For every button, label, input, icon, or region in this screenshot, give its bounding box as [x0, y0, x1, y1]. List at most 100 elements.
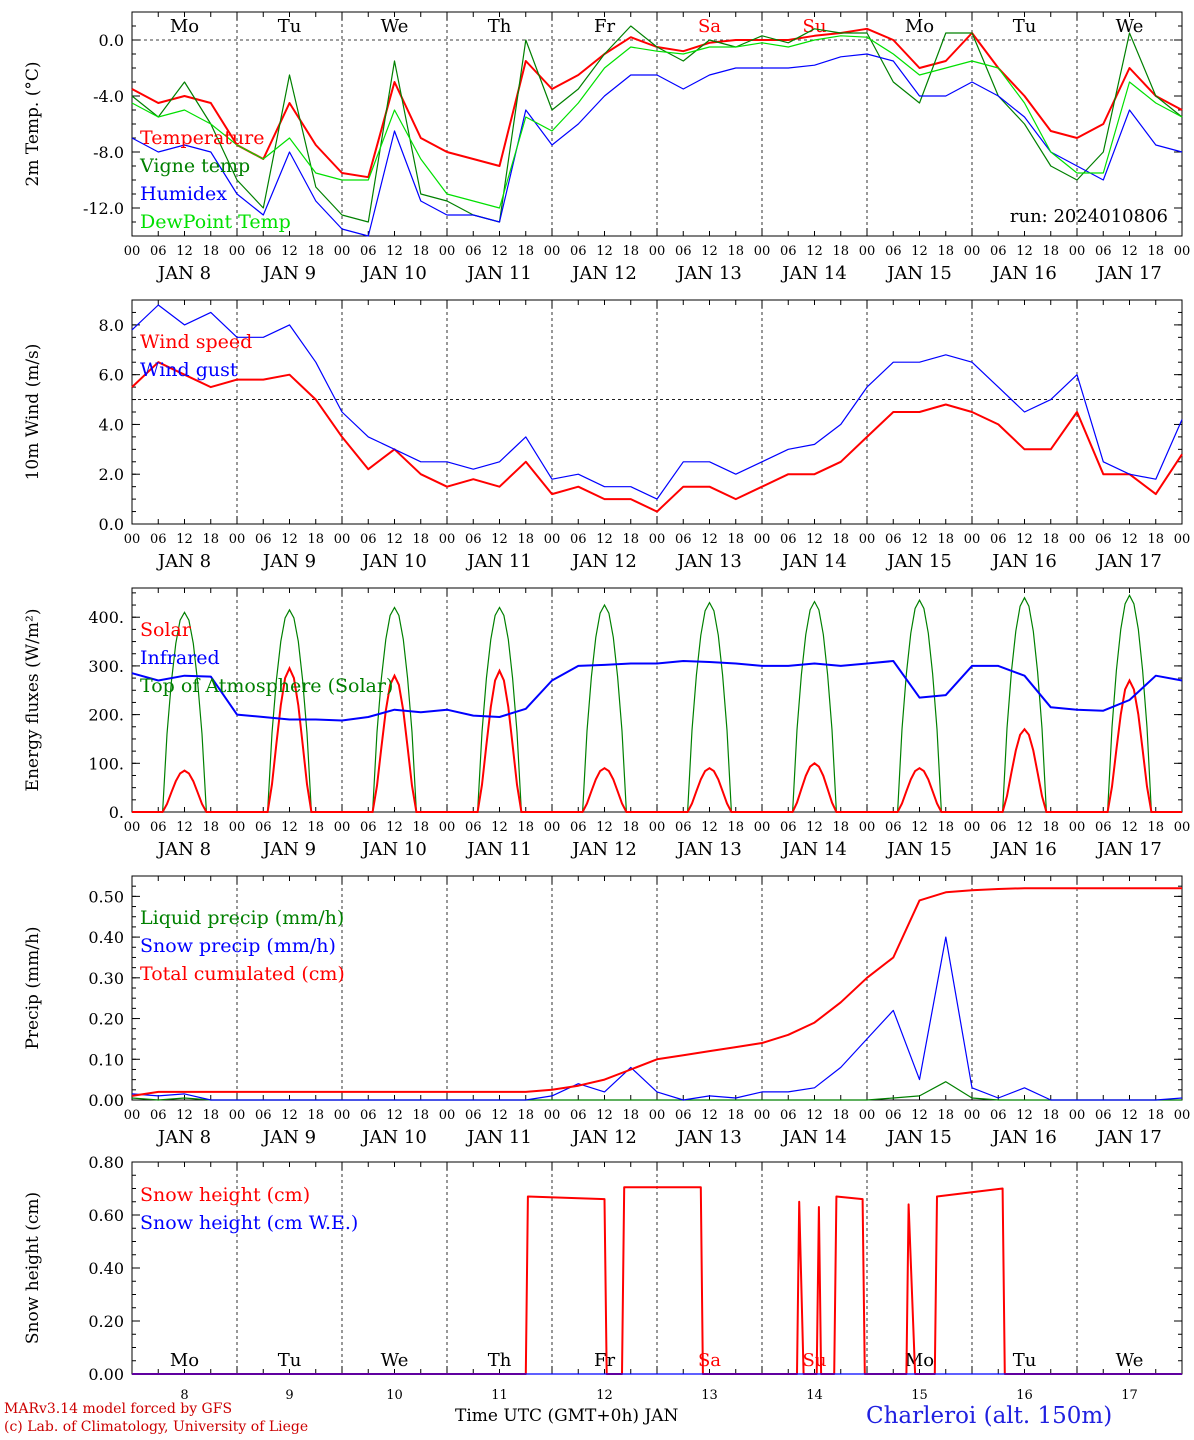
hour-label: 06: [675, 532, 692, 547]
y-tick-label: 6.0: [99, 366, 124, 385]
hour-label: 06: [360, 1108, 377, 1123]
hour-label: 00: [649, 532, 666, 547]
day-number: 8: [180, 1388, 188, 1403]
hour-label: 06: [780, 1108, 797, 1123]
hour-label: 06: [150, 532, 167, 547]
hour-label: 12: [806, 1108, 823, 1123]
series-line-4: [131, 35, 1183, 209]
hour-label: 12: [596, 244, 613, 259]
weekday-label: We: [1116, 1350, 1144, 1371]
model-credit: MARv3.14 model forced by GFS (c) Lab. of…: [4, 1400, 308, 1436]
credit-line-1: MARv3.14 model forced by GFS: [4, 1401, 233, 1417]
hour-label: 18: [937, 820, 954, 835]
y-tick-label: 0.40: [88, 928, 124, 947]
y-tick-label: 300.: [88, 657, 124, 676]
hour-label: 00: [124, 244, 141, 259]
weekday-label: Mo: [905, 1350, 934, 1371]
weekday-label: Th: [488, 16, 512, 37]
hour-label: 06: [780, 532, 797, 547]
date-label: JAN 12: [570, 263, 637, 284]
hour-label: 06: [570, 532, 587, 547]
hour-label: 12: [1016, 820, 1033, 835]
hour-label: 12: [281, 532, 298, 547]
hour-label: 18: [412, 244, 429, 259]
date-label: JAN 8: [156, 839, 211, 860]
date-label: JAN 15: [885, 1127, 952, 1148]
date-label: JAN 15: [885, 839, 952, 860]
hour-label: 00: [1174, 820, 1191, 835]
hour-label: 12: [1121, 820, 1138, 835]
hour-label: 12: [281, 244, 298, 259]
y-axis-title: Snow height (cm): [23, 1192, 43, 1344]
day-number: 12: [596, 1388, 613, 1403]
y-axis-title: Precip (mm/h): [23, 926, 43, 1049]
hour-label: 06: [990, 532, 1007, 547]
series-line-1: [131, 361, 1183, 513]
hour-label: 12: [806, 820, 823, 835]
day-number: 17: [1121, 1388, 1138, 1403]
hour-label: 12: [491, 244, 508, 259]
date-label: JAN 14: [780, 1127, 847, 1148]
hour-label: 06: [255, 1108, 272, 1123]
hour-label: 06: [675, 244, 692, 259]
hour-label: 06: [1095, 1108, 1112, 1123]
hour-label: 06: [675, 1108, 692, 1123]
hour-label: 00: [1069, 532, 1086, 547]
y-axis-title: Energy fluxes (W/m²): [23, 609, 43, 792]
hour-label: 06: [885, 1108, 902, 1123]
legend-entry: Total cumulated (cm): [140, 963, 345, 985]
hour-label: 12: [1121, 532, 1138, 547]
infrared-line: [131, 660, 1183, 722]
date-label: JAN 8: [156, 1127, 211, 1148]
panel-4: 0.00 0.10 0.20 0.30 0.40 0.50 Precip (mm/h) 00 0…: [23, 875, 1191, 1148]
hour-label: 06: [150, 1108, 167, 1123]
hour-label: 12: [701, 820, 718, 835]
legend-entry: Snow height (cm): [140, 1184, 310, 1206]
hour-label: 00: [544, 244, 561, 259]
plot-frame: [131, 587, 1183, 813]
date-label: JAN 12: [570, 551, 637, 572]
hour-label: 00: [1069, 244, 1086, 259]
hour-label: 00: [229, 820, 246, 835]
hour-label: 00: [1069, 820, 1086, 835]
day-number: 14: [806, 1388, 823, 1403]
hour-label: 06: [255, 820, 272, 835]
y-tick-label: 4.0: [99, 415, 124, 434]
hour-label: 12: [1016, 244, 1033, 259]
hour-label: 12: [386, 532, 403, 547]
date-label: JAN 11: [465, 263, 532, 284]
hour-label: 00: [649, 820, 666, 835]
hour-label: 06: [570, 1108, 587, 1123]
hour-label: 18: [727, 820, 744, 835]
legend-entry: Top of Atmosphere (Solar): [140, 675, 393, 697]
hour-label: 12: [491, 1108, 508, 1123]
hour-label: 18: [1042, 532, 1059, 547]
y-axis-title: 2m Temp. (°C): [23, 61, 43, 186]
hour-label: 06: [465, 244, 482, 259]
hour-label: 00: [1174, 1108, 1191, 1123]
weekday-label: Mo: [170, 16, 199, 37]
hour-label: 06: [675, 820, 692, 835]
date-label: JAN 14: [780, 839, 847, 860]
hour-label: 00: [1174, 532, 1191, 547]
weekday-label: Mo: [170, 1350, 199, 1371]
date-label: JAN 8: [156, 263, 211, 284]
hour-label: 06: [255, 532, 272, 547]
hour-label: 00: [649, 1108, 666, 1123]
hour-label: 18: [517, 532, 534, 547]
series-line-2: [131, 936, 1183, 1101]
hour-label: 18: [307, 820, 324, 835]
legend-entry: Liquid precip (mm/h): [140, 907, 344, 929]
hour-label: 00: [544, 820, 561, 835]
weekday-label: Sa: [698, 1350, 721, 1371]
y-tick-label: 0.50: [88, 887, 124, 906]
hour-label: 00: [439, 1108, 456, 1123]
hour-label: 18: [202, 1108, 219, 1123]
run-label: run: 2024010806: [1010, 206, 1168, 227]
hour-label: 18: [622, 1108, 639, 1123]
y-tick-label: 0.20: [88, 1312, 124, 1331]
hour-label: 00: [334, 1108, 351, 1123]
date-label: JAN 11: [465, 839, 532, 860]
panel-3: 0. 100. 200. 300. 400. Energy fluxes (W/m²) 00…: [23, 587, 1191, 860]
date-label: JAN 10: [360, 551, 427, 572]
